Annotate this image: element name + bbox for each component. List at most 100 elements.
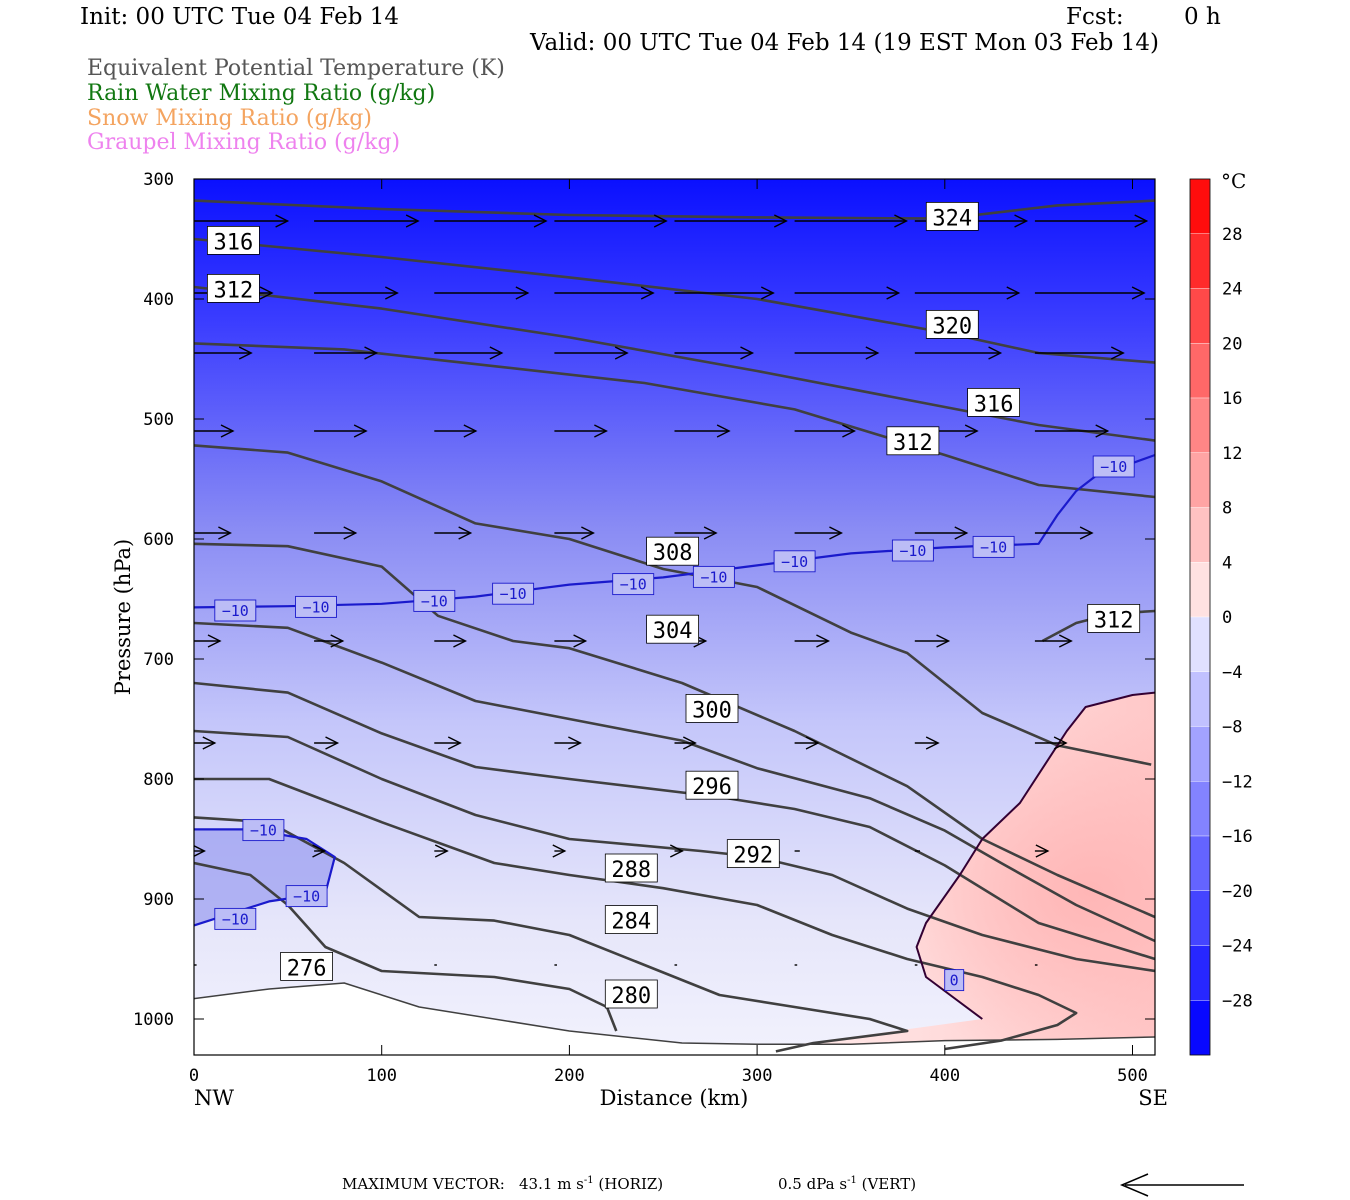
colorbar-segment xyxy=(1189,671,1211,727)
horiz-value: 43.1 xyxy=(519,1175,553,1193)
wind-vector-head xyxy=(458,526,473,540)
isotherm-label: −10 xyxy=(293,888,320,906)
theta-e-label-box xyxy=(886,426,940,456)
wind-vector xyxy=(914,286,1021,300)
isotherm-label: −10 xyxy=(700,568,727,586)
wind-vector-head xyxy=(716,424,731,438)
colorbar-segment xyxy=(1189,397,1211,453)
y-tick-label: 1000 xyxy=(133,1010,174,1030)
theta-e-label: 304 xyxy=(653,619,693,644)
vert-value: 0.5 xyxy=(778,1175,802,1193)
wind-vector xyxy=(1155,845,1171,857)
wind-vector-head xyxy=(1134,214,1149,228)
wind-vector-head xyxy=(925,736,940,750)
wind-vector xyxy=(314,286,399,300)
vert-max-vector: 0.5 dPa s-1 (VERT) xyxy=(778,1175,916,1193)
vert-tag: (VERT) xyxy=(861,1175,917,1193)
x-tick-label: 500 xyxy=(1117,1066,1148,1086)
theta-e-label: 296 xyxy=(692,775,732,800)
wind-vector-head xyxy=(568,736,582,750)
colorbar-segment xyxy=(1189,178,1211,234)
wind-vector xyxy=(194,424,235,438)
wind-vector-head xyxy=(703,526,718,540)
warm-core-shading xyxy=(719,692,1155,1055)
wind-vector xyxy=(1034,214,1149,228)
colorbar-tick-label: −20 xyxy=(1222,882,1253,902)
theta-e-label: 308 xyxy=(653,541,693,566)
wind-vector-head xyxy=(1095,424,1110,438)
wind-vector xyxy=(794,526,843,540)
colorbar-segment xyxy=(1189,890,1211,946)
theta-e-label: 288 xyxy=(611,858,651,883)
wind-vector-head xyxy=(552,844,567,858)
isotherm-label-box xyxy=(612,573,655,596)
colorbar-tick-label: −8 xyxy=(1222,718,1242,738)
theta-e-contour-288 xyxy=(194,777,1078,1051)
isotherm-label-box xyxy=(944,969,965,992)
y-tick-label: 600 xyxy=(143,530,174,550)
wind-vector-head xyxy=(894,214,908,228)
theta-e-label-box xyxy=(925,201,979,231)
colorbar-tick-label: 24 xyxy=(1222,280,1242,300)
wind-vector-head xyxy=(515,286,530,300)
wind-vector-head xyxy=(773,214,788,228)
theta-e-contour-280 xyxy=(194,861,618,1032)
y-tick-label: 700 xyxy=(143,650,174,670)
wind-vector-head xyxy=(218,526,232,540)
wind-vector xyxy=(914,346,1003,360)
wind-vector-head xyxy=(740,346,755,360)
colorbar-segment xyxy=(1189,233,1211,289)
wind-vector xyxy=(914,736,940,750)
wind-vector xyxy=(434,736,462,750)
wind-vector-head xyxy=(614,346,629,360)
vert-exponent: -1 xyxy=(847,1175,857,1186)
wind-vector-head xyxy=(405,214,420,228)
wind-vector-head xyxy=(1058,634,1073,648)
cold-pool-shading xyxy=(194,829,335,926)
colorbar-tick-label: 0 xyxy=(1222,608,1232,628)
theta-e-label: 276 xyxy=(287,956,327,981)
wind-vector-head xyxy=(1006,286,1021,300)
colorbar-segment xyxy=(1189,1000,1211,1056)
theta-e-label: 300 xyxy=(692,698,732,723)
wind-vector xyxy=(434,214,548,228)
wind-vector-head xyxy=(238,346,253,360)
isotherm-label: −10 xyxy=(781,553,808,571)
theta-e-label-box xyxy=(604,905,658,934)
colorbar-unit: °C xyxy=(1221,169,1246,193)
wind-vector xyxy=(314,346,379,360)
wind-vector xyxy=(794,424,856,438)
init-time: Init: 00 UTC Tue 04 Feb 14 xyxy=(80,4,400,30)
theta-e-label: 316 xyxy=(974,392,1014,417)
wind-vector-head xyxy=(343,526,358,540)
wind-vector xyxy=(434,526,473,540)
theta-e-label-box xyxy=(206,273,260,303)
terrain-below-ground xyxy=(194,983,1155,1055)
wind-vector-head xyxy=(220,424,235,438)
wind-vector-head xyxy=(463,424,478,438)
theta-e-label-box xyxy=(925,309,979,339)
plot-frame xyxy=(193,178,1156,1056)
wind-vector xyxy=(1034,286,1146,300)
isotherm-label: 0 xyxy=(950,972,959,990)
theta-e-label-box xyxy=(967,387,1020,417)
wind-vector xyxy=(1155,215,1267,227)
wind-vector xyxy=(674,214,788,228)
wind-vector xyxy=(314,214,420,228)
wind-vector xyxy=(794,286,901,300)
wind-vector xyxy=(914,634,951,648)
wind-vector xyxy=(1155,287,1267,299)
wind-vector xyxy=(794,214,908,228)
wind-vector-head xyxy=(259,286,274,300)
colorbar-segment xyxy=(1189,507,1211,563)
wind-vector xyxy=(674,346,755,360)
wind-vector-head xyxy=(581,526,595,540)
legend-graupel: Graupel Mixing Ratio (g/kg) xyxy=(87,130,401,155)
wind-vector xyxy=(1155,635,1194,647)
wind-vector xyxy=(674,286,775,300)
wind-vector xyxy=(1034,634,1073,648)
y-tick-label: 900 xyxy=(143,890,174,910)
colorbar-segment xyxy=(1189,781,1211,837)
wind-vector xyxy=(794,346,880,360)
wind-vector xyxy=(194,736,217,750)
